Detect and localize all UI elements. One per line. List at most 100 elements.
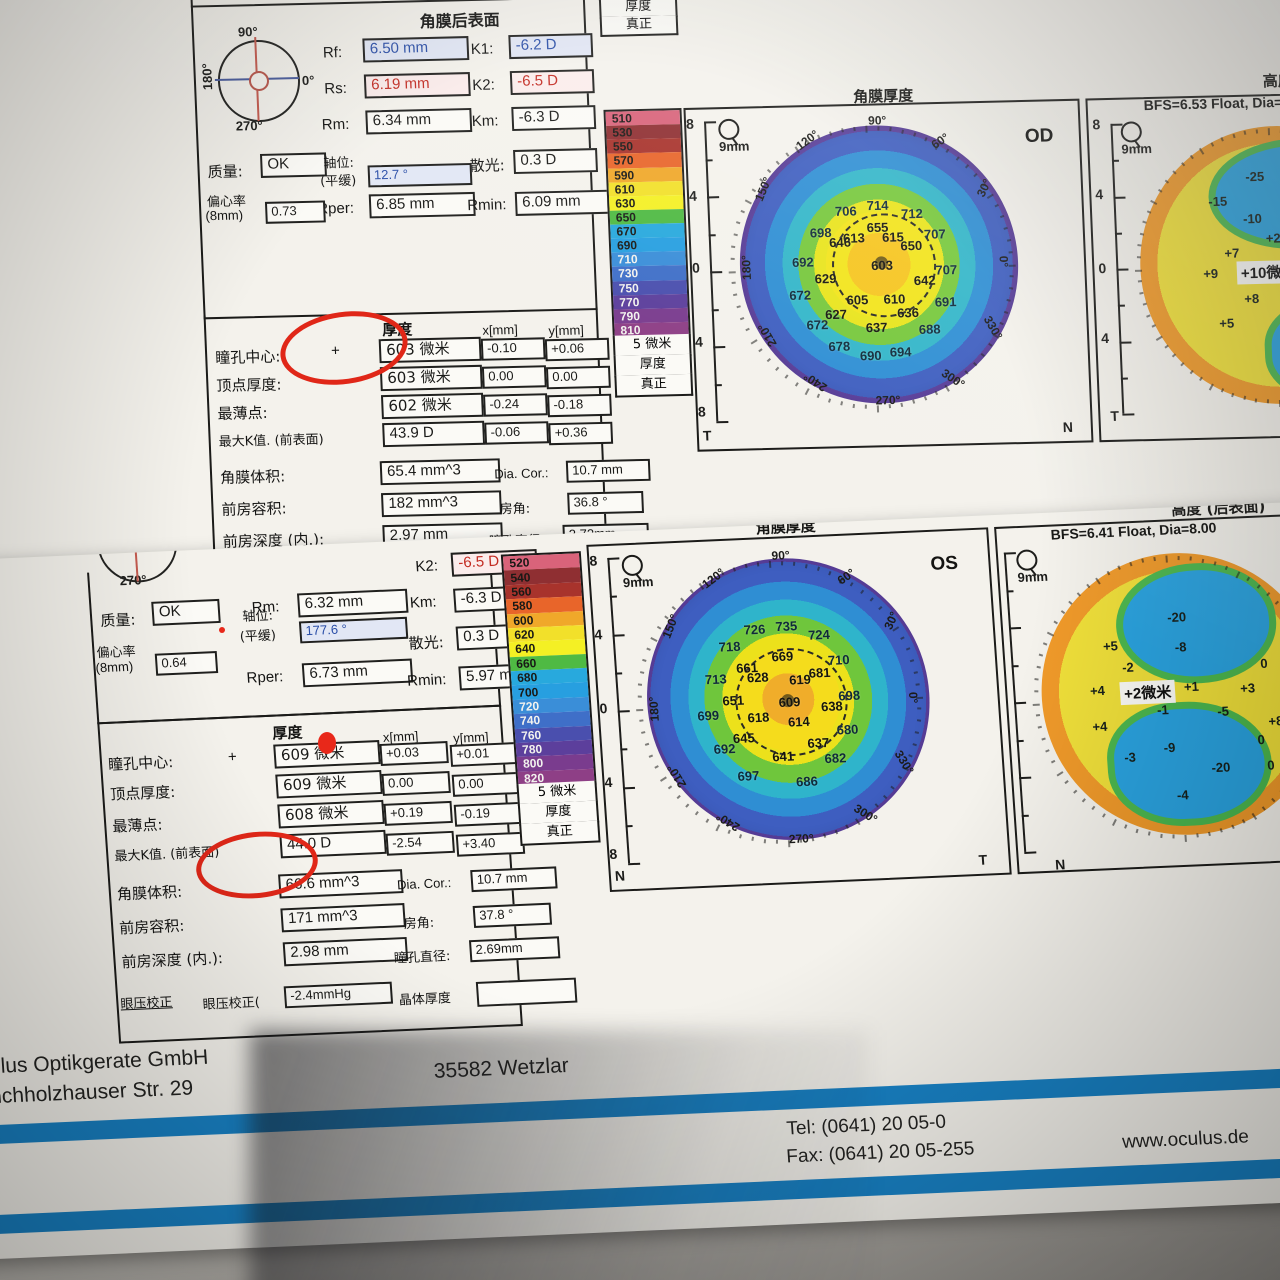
- pachy-outer-3-od: 698: [809, 225, 832, 241]
- map-tick: [636, 708, 644, 712]
- map-tick: [1072, 789, 1078, 794]
- elev-val-14-os: -4: [1176, 787, 1190, 803]
- map-tick: [646, 647, 651, 651]
- pachy-center-od: 603: [870, 257, 894, 274]
- rf-label: Rf:: [322, 44, 343, 62]
- pupil-center-label: 瞳孔中心:: [214, 347, 281, 368]
- elev-axis-0-od: 0: [1098, 260, 1107, 277]
- deg-180-od: 180°: [738, 254, 754, 281]
- footer-tel-os: Tel: (0641) 20 05-0: [785, 1111, 947, 1140]
- map-tick: [641, 731, 646, 735]
- map-tick: [745, 327, 750, 332]
- axis-sublabel-os: (平缓): [239, 628, 277, 646]
- map-tick: [638, 719, 644, 723]
- scale-value: 550: [612, 139, 634, 154]
- pupil-center-thickness: 603 微米: [378, 336, 482, 363]
- corneal-volume-label-os: 角膜体积:: [116, 882, 183, 904]
- pachy-outer-5-od: 692: [791, 254, 815, 270]
- axis-label-os: 轴位:: [241, 608, 274, 625]
- elev-center-badge-os: +2微米: [1119, 679, 1176, 706]
- axis-tick: [1113, 196, 1126, 199]
- axis-tick: [1122, 413, 1135, 416]
- map-tick: [1064, 780, 1070, 785]
- map-tick: [1006, 238, 1012, 242]
- km-label: Km:: [471, 112, 499, 130]
- elev-val-5-od: +2: [1265, 230, 1280, 246]
- axis-tick: [1006, 589, 1014, 593]
- map-tick: [1101, 812, 1106, 818]
- elevation-map-os: -20 -8 +5 -2 +4 +1 +4 -1 +3 +8 -5 -3 -9 …: [1016, 541, 1280, 853]
- axis-num-8t-os: 8: [588, 552, 598, 569]
- iop-label-right-os: 眼压校正(: [202, 995, 261, 1013]
- axis-tick: [705, 158, 713, 161]
- map-tick: [794, 381, 799, 387]
- map-tick: [1196, 833, 1200, 838]
- pachymetry-map-od: 603 613 615 605 610 655 646 650 629 642 …: [716, 113, 1028, 421]
- scale-value: 530: [612, 125, 633, 140]
- axis-tick: [1016, 739, 1024, 742]
- map-tick: [728, 271, 736, 274]
- footer-street-os: ünchholzhauser Str. 29: [0, 1076, 194, 1109]
- scale-value: 730: [617, 266, 639, 281]
- astigmatism-label: 散光:: [469, 156, 506, 176]
- thinnest-point-x-os: +0.19: [383, 800, 453, 826]
- map-tick: [680, 597, 685, 602]
- scale-value: 780: [521, 741, 543, 757]
- axis-tick: [1116, 268, 1129, 271]
- pachy-outer-0-os: 726: [743, 621, 766, 638]
- pupil-center-x-os: +0.03: [379, 741, 449, 766]
- deg-180-os: 180°: [646, 696, 662, 722]
- pachy-outer-8-od: 672: [806, 317, 829, 333]
- pupil-center-y: +0.06: [544, 337, 610, 361]
- map-tick: [787, 840, 791, 848]
- map-tick: [736, 305, 741, 309]
- pachy-outer-11-os: 697: [737, 767, 760, 784]
- map-tick: [756, 561, 760, 567]
- scale-value: 610: [614, 181, 636, 197]
- apex-x-os: 0.00: [381, 770, 451, 796]
- map-tick: [763, 839, 766, 844]
- map-tick: [639, 670, 645, 674]
- pachy-mid-3-os: 651: [721, 692, 745, 709]
- map-tick: [744, 199, 752, 205]
- map-tick: [1139, 291, 1144, 295]
- map-tick: [840, 401, 843, 406]
- map-tick: [1081, 798, 1086, 803]
- map-tick: [1010, 275, 1015, 278]
- map-tick: [654, 765, 659, 769]
- pachy-mid-1-od: 646: [828, 234, 852, 251]
- map-tick: [668, 785, 673, 790]
- elev-val-9-od: +9: [1202, 265, 1219, 282]
- map-tick: [1123, 824, 1128, 829]
- pachy-outer-0-od: 706: [834, 203, 857, 219]
- pachy-mid-7-os: 641: [771, 748, 795, 765]
- axis-value: 12.7 °: [367, 162, 473, 187]
- quality-value-os: OK: [151, 598, 221, 626]
- elev-val-3-os: -2: [1121, 659, 1135, 676]
- scale-value: 710: [617, 252, 638, 267]
- pachy-mid-1-os: 661: [735, 659, 759, 676]
- map-tick: [644, 743, 650, 747]
- axis-tick: [620, 748, 628, 751]
- dia-cor-label: Dia. Cor.:: [493, 465, 549, 482]
- rper-value-os: 6.73 mm: [301, 658, 414, 688]
- elev-val-7-os: -1: [1156, 702, 1170, 718]
- map-tick: [750, 339, 758, 345]
- map-tick: [1137, 244, 1142, 247]
- pachy-outer-4-od: 707: [923, 226, 946, 242]
- map-tick: [1177, 555, 1180, 560]
- pachymetry-map-title-od: 角膜厚度: [852, 86, 914, 106]
- elev-val-8-os: +3: [1239, 680, 1256, 696]
- map-tick: [1051, 759, 1056, 764]
- corneal-volume-value: 65.4 mm^3: [379, 458, 501, 485]
- pachy-outer-1-os: 735: [774, 618, 798, 635]
- pachy-inner-2-od: 605: [846, 292, 869, 308]
- map-tick: [917, 707, 922, 710]
- map-tick: [642, 658, 647, 663]
- dia-cor-value: 10.7 mm: [565, 458, 651, 483]
- map-tick: [877, 125, 880, 130]
- map-tick: [1033, 690, 1038, 693]
- map-tick: [731, 245, 736, 248]
- map-tick: [1137, 279, 1142, 283]
- map-tick: [1032, 703, 1040, 706]
